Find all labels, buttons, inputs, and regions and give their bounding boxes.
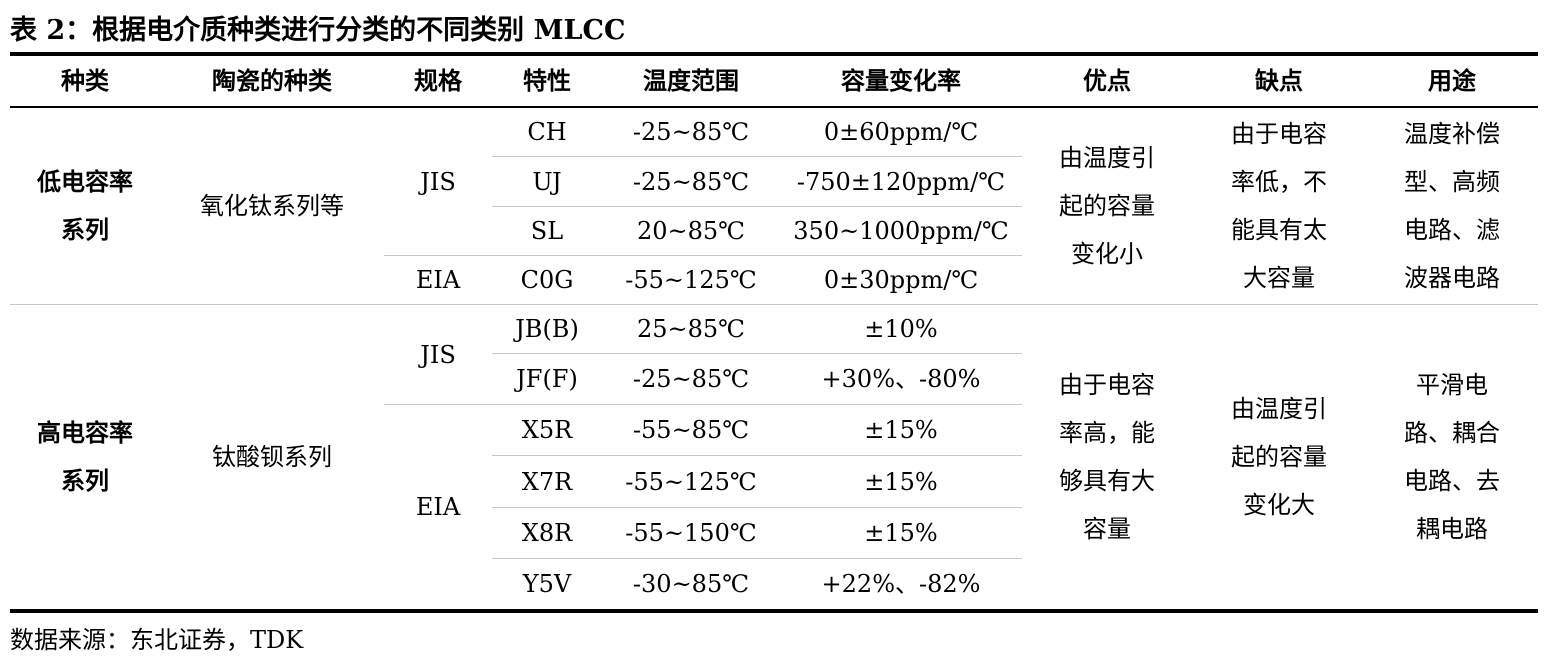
temp-cell: -25~85℃ <box>632 365 750 393</box>
pros-line: 容量 <box>1083 515 1131 543</box>
cap-cell: -750±120ppm/℃ <box>796 167 1006 196</box>
header-use: 用途 <box>1428 66 1476 95</box>
group-type-line: 高电容率 <box>37 418 133 447</box>
group-type-line: 低电容率 <box>37 167 133 196</box>
char-cell: C0G <box>520 266 574 294</box>
cap-cell: ±15% <box>864 467 938 496</box>
cap-cell: ±15% <box>864 416 938 444</box>
spec-cell: JIS <box>420 167 456 196</box>
pros-cell: 由于电容 率高，能 够具有大 容量 <box>1022 305 1192 609</box>
use-line: 耦电路 <box>1416 515 1488 543</box>
header-cap-change: 容量变化率 <box>841 66 961 95</box>
row-line <box>492 206 1022 207</box>
cap-cell: +22%、-82% <box>821 570 981 598</box>
header-characteristic: 特性 <box>523 66 571 95</box>
pros-line: 起的容量 <box>1059 192 1155 220</box>
ceramic-type: 钛酸钡系列 <box>212 443 332 471</box>
char-cell: JF(F) <box>516 365 578 393</box>
row-line <box>492 558 1022 559</box>
use-line: 平滑电 <box>1416 371 1488 399</box>
char-cell: JB(B) <box>515 315 579 343</box>
char-cell: Y5V <box>522 570 572 598</box>
cons-line: 能具有太 <box>1231 216 1327 244</box>
pros-line: 率高，能 <box>1059 419 1155 447</box>
cap-cell: 0±60ppm/℃ <box>823 118 979 146</box>
header-type: 种类 <box>61 66 109 95</box>
char-cell: UJ <box>532 167 562 196</box>
row-line <box>384 255 1022 256</box>
bottom-rule <box>10 609 1538 613</box>
temp-cell: -55~125℃ <box>625 467 757 496</box>
cons-cell: 由温度引 起的容量 变化大 <box>1192 305 1366 609</box>
row-line <box>384 404 1022 405</box>
cap-cell: 350~1000ppm/℃ <box>793 217 1009 245</box>
use-line: 温度补偿 <box>1404 120 1500 148</box>
cons-line: 率低，不 <box>1231 168 1327 196</box>
header-cons: 缺点 <box>1255 66 1303 95</box>
use-line: 电路、去 <box>1404 467 1500 495</box>
cap-cell: 0±30ppm/℃ <box>823 266 979 294</box>
use-cell: 平滑电 路、耦合 电路、去 耦电路 <box>1366 305 1538 609</box>
pros-cell: 由温度引 起的容量 变化小 <box>1022 108 1192 304</box>
table-title: 表 2：根据电介质种类进行分类的不同类别 MLCC <box>10 15 626 46</box>
group-type-line: 系列 <box>61 466 109 495</box>
char-cell: X5R <box>521 416 573 444</box>
use-line: 电路、滤 <box>1404 216 1500 244</box>
ceramic-type: 氧化钛系列等 <box>200 192 344 220</box>
cons-line: 由温度引 <box>1231 395 1327 423</box>
cons-cell: 由于电容 率低，不 能具有太 大容量 <box>1192 108 1366 304</box>
spec-cell: JIS <box>420 340 456 369</box>
group-type-line: 系列 <box>61 215 109 244</box>
use-cell: 温度补偿 型、高频 电路、滤 波器电路 <box>1366 108 1538 304</box>
row-line <box>492 507 1022 508</box>
cap-cell: ±10% <box>864 315 938 343</box>
top-rule <box>10 52 1538 56</box>
pros-line: 由温度引 <box>1059 144 1155 172</box>
row-line <box>492 455 1022 456</box>
group-type-high: 高电容率 系列 <box>10 305 160 609</box>
row-line <box>492 353 1022 354</box>
cons-line: 起的容量 <box>1231 443 1327 471</box>
header-spec: 规格 <box>414 66 462 95</box>
source-note: 数据来源：东北证券，TDK <box>10 626 304 654</box>
temp-cell: 20~85℃ <box>636 217 746 245</box>
cons-line: 由于电容 <box>1231 120 1327 148</box>
temp-cell: -55~150℃ <box>625 519 757 547</box>
group-type-low: 低电容率 系列 <box>10 108 160 304</box>
pros-line: 够具有大 <box>1059 467 1155 495</box>
char-cell: X8R <box>521 519 573 547</box>
header-ceramic: 陶瓷的种类 <box>212 66 332 95</box>
pros-line: 由于电容 <box>1059 371 1155 399</box>
use-line: 路、耦合 <box>1404 419 1500 447</box>
temp-cell: 25~85℃ <box>636 315 746 343</box>
cons-line: 变化大 <box>1243 491 1315 519</box>
temp-cell: -30~85℃ <box>632 570 750 598</box>
header-rule <box>10 106 1538 108</box>
use-line: 型、高频 <box>1404 168 1500 196</box>
char-cell: CH <box>527 118 567 146</box>
spec-cell: EIA <box>415 493 461 521</box>
cons-line: 大容量 <box>1243 264 1315 292</box>
header-temp-range: 温度范围 <box>643 66 739 95</box>
temp-cell: -55~125℃ <box>625 266 757 294</box>
char-cell: X7R <box>521 467 573 496</box>
pros-line: 变化小 <box>1071 240 1143 268</box>
row-line <box>492 156 1022 157</box>
temp-cell: -25~85℃ <box>632 118 750 146</box>
temp-cell: -55~85℃ <box>632 416 750 444</box>
group-divider <box>10 304 1538 305</box>
header-pros: 优点 <box>1083 66 1131 95</box>
cap-cell: +30%、-80% <box>821 365 981 393</box>
cap-cell: ±15% <box>864 519 938 547</box>
spec-cell: EIA <box>415 266 461 294</box>
temp-cell: -25~85℃ <box>632 167 750 196</box>
use-line: 波器电路 <box>1404 264 1500 292</box>
char-cell: SL <box>530 217 564 245</box>
